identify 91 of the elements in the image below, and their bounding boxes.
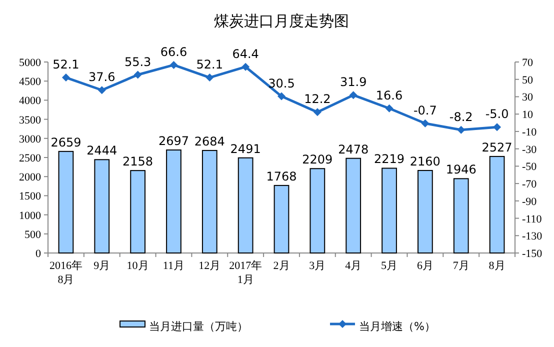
data-label: 2219 (374, 152, 405, 166)
y-tick-label: 3000 (19, 133, 42, 146)
data-label: 52.1 (52, 58, 80, 72)
bar (202, 150, 218, 254)
data-label: 2684 (194, 134, 225, 148)
y-tick-label: 500 (24, 228, 42, 241)
data-label: -5.0 (485, 107, 509, 122)
y-tick-label: 1000 (19, 210, 42, 222)
data-label: 2478 (338, 142, 369, 156)
x-tick-label: 2月 (273, 260, 290, 272)
data-label: 2491 (230, 142, 261, 156)
bar (382, 168, 397, 254)
point (62, 74, 70, 82)
data-label: 1768 (266, 169, 297, 184)
bar (274, 184, 290, 254)
bar (346, 158, 362, 254)
y2-tick-label: 10 (522, 109, 534, 122)
data-label: 66.6 (160, 44, 188, 59)
data-label: 2160 (410, 154, 440, 168)
x-tick-label: 11月 (162, 260, 185, 272)
chart-title: 煤炭进口月度走势图 (214, 12, 349, 30)
y2-tick-label: -10 (522, 126, 538, 138)
legend-label: 当月增速（%） (359, 320, 436, 333)
point (98, 86, 106, 94)
y-tick-label: 2000 (19, 172, 42, 184)
x-tick-label: 5月 (381, 260, 398, 272)
legend-label: 当月进口量（万吨） (149, 320, 248, 333)
data-label: 55.3 (124, 54, 152, 69)
x-tick-label: 4月 (345, 260, 362, 272)
y-tick-label: 1500 (19, 190, 42, 203)
y2-tick-label: -70 (522, 178, 538, 191)
point (134, 70, 142, 79)
y-tick-label: 3500 (19, 114, 42, 126)
data-label: 52.1 (196, 58, 224, 72)
point (170, 60, 178, 69)
y2-tick-label: -130 (522, 230, 543, 243)
data-label: 2158 (122, 154, 154, 169)
data-label: 16.6 (376, 88, 403, 102)
data-label: -0.7 (413, 103, 437, 118)
data-label: 2209 (302, 152, 333, 167)
bar (238, 157, 254, 254)
bar (94, 159, 110, 254)
bar (58, 150, 74, 254)
y-tick-label: 4000 (19, 95, 42, 108)
bar (489, 156, 505, 254)
y2-tick-label: -110 (522, 213, 542, 226)
point (206, 74, 214, 82)
y2-tick-label: -150 (522, 248, 543, 260)
data-label: 31.9 (340, 75, 367, 90)
point (457, 126, 466, 134)
y2-tick-label: 70 (522, 57, 534, 69)
x-tick-label: 8月 (488, 260, 506, 272)
y-tick-label: 2500 (19, 152, 42, 164)
point (385, 104, 394, 112)
y2-tick-label: -30 (522, 144, 538, 156)
data-label: 37.6 (88, 70, 116, 84)
y-tick-label: 0 (36, 248, 42, 260)
bar (418, 170, 433, 254)
x-tick-label: 3月 (309, 260, 326, 272)
x-tick-label: 10月 (126, 260, 149, 272)
x-tick-label: 12月 (198, 260, 221, 272)
x-tick-label: 2016年 8月 (49, 260, 82, 286)
y2-tick-label: 50 (522, 74, 534, 86)
x-tick-label: 7月 (452, 260, 470, 272)
y2-tick-label: -90 (522, 196, 538, 208)
y-tick-label: 5000 (19, 57, 42, 69)
data-label: 2697 (158, 134, 190, 148)
point (278, 92, 286, 100)
point (421, 119, 430, 128)
x-tick-label: 2017年 1月 (229, 260, 262, 286)
point (349, 91, 358, 100)
data-label: -8.2 (449, 110, 473, 124)
point (242, 62, 250, 71)
y-tick-label: 4500 (19, 76, 42, 88)
point (493, 123, 502, 132)
x-tick-label: 9月 (94, 260, 110, 272)
data-label: 1946 (446, 162, 476, 177)
data-label: 12.2 (304, 92, 331, 106)
x-tick-label: 6月 (416, 260, 434, 272)
bar (310, 168, 326, 254)
data-label: 64.4 (232, 46, 259, 61)
bar (130, 170, 146, 254)
data-label: 2659 (50, 135, 82, 150)
bar (453, 178, 469, 254)
bar (166, 149, 182, 254)
point (313, 108, 322, 116)
y2-tick-label: -50 (522, 161, 538, 174)
y2-tick-label: 30 (522, 92, 534, 104)
data-label: 2444 (86, 144, 118, 158)
data-label: 30.5 (268, 76, 295, 90)
data-label: 2527 (482, 140, 512, 154)
